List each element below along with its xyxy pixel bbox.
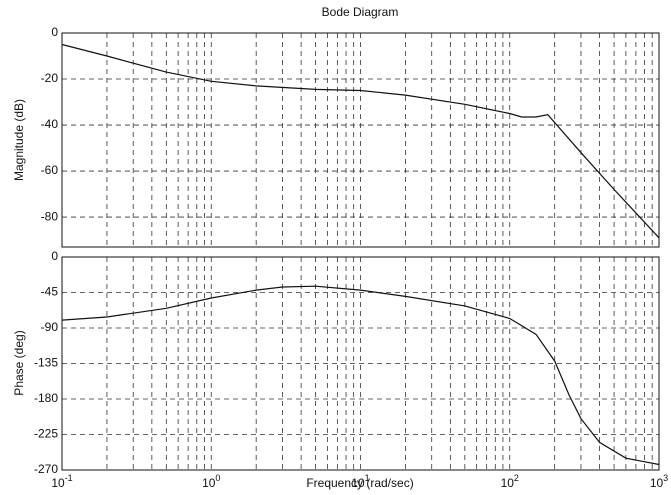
x-tick-power: 3 — [663, 473, 668, 483]
x-tick-power: 0 — [215, 473, 220, 483]
y-tick-label: 0 — [51, 25, 58, 39]
chart-title: Bode Diagram — [322, 5, 399, 19]
plot-frame — [61, 32, 660, 248]
y-tick-label: -20 — [41, 71, 59, 85]
x-tick-base: 10 — [650, 476, 664, 490]
plot-frame — [61, 256, 660, 471]
y-tick-label: -135 — [34, 356, 58, 370]
y-tick-label: -180 — [34, 391, 58, 405]
y-axis-label: Magnitude (dB) — [12, 99, 26, 181]
x-tick-base: 10 — [51, 476, 65, 490]
x-tick-label: 101 — [351, 473, 369, 490]
x-tick-base: 10 — [202, 476, 216, 490]
x-tick-power: 2 — [514, 473, 519, 483]
x-tick-base: 10 — [351, 476, 365, 490]
y-tick-label: -80 — [41, 209, 59, 223]
y-tick-label: -40 — [41, 117, 59, 131]
x-tick-power: -1 — [65, 473, 73, 483]
x-tick-power: 1 — [365, 473, 370, 483]
x-tick-base: 10 — [501, 476, 515, 490]
y-tick-label: 0 — [51, 249, 58, 263]
x-tick-label: 10-1 — [51, 473, 72, 490]
y-axis-label: Phase (deg) — [12, 330, 26, 395]
y-tick-label: -45 — [41, 285, 59, 299]
x-axis-label: Frequency (rad/sec) — [306, 476, 413, 490]
x-tick-label: 103 — [650, 473, 668, 490]
y-tick-label: -60 — [41, 163, 59, 177]
x-tick-label: 102 — [501, 473, 519, 490]
y-tick-label: -90 — [41, 320, 59, 334]
y-tick-label: -225 — [34, 427, 58, 441]
data-line — [61, 43, 660, 239]
y-tick-label: -270 — [34, 462, 58, 476]
data-line — [61, 285, 660, 466]
x-tick-label: 100 — [202, 473, 220, 490]
